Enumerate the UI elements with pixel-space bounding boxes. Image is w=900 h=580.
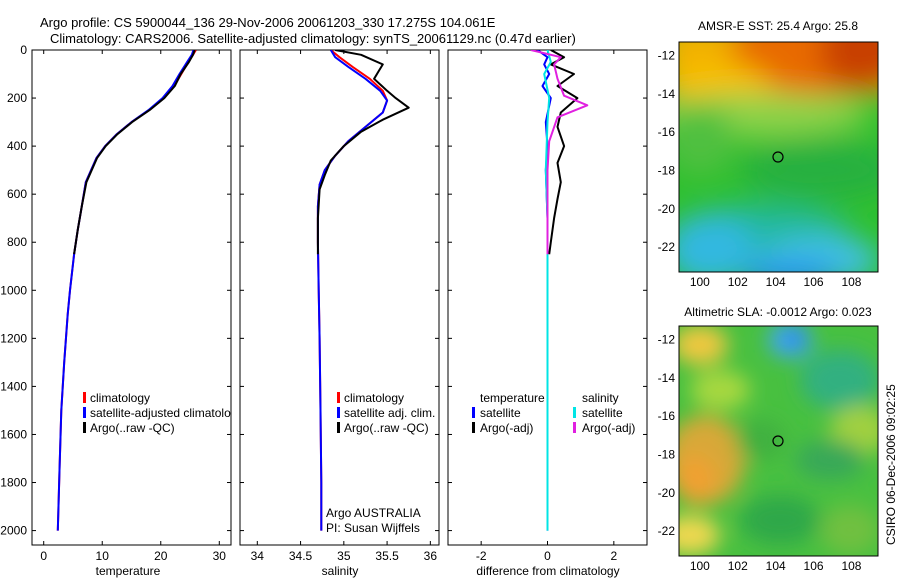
x-tick-label: 2 bbox=[610, 549, 617, 563]
depth-tick-label: 0 bbox=[20, 43, 27, 57]
legend-swatch-climatology bbox=[337, 392, 340, 403]
depth-tick-label: 1600 bbox=[0, 427, 27, 441]
sla-map-frame bbox=[678, 325, 879, 557]
x-tick-label: 34 bbox=[251, 549, 265, 563]
legend-label-satellite-adjusted: satellite-adjusted climatology bbox=[90, 406, 243, 420]
map-x-tick-label: 100 bbox=[690, 559, 710, 573]
x-tick-label: 35.5 bbox=[375, 549, 399, 563]
map-x-tick-label: 100 bbox=[690, 275, 710, 289]
temperature-panel bbox=[31, 49, 232, 546]
temperature-legend: climatology satellite-adjusted climatolo… bbox=[83, 391, 243, 435]
map-y-tick-label: -12 bbox=[658, 48, 676, 62]
difference-line-temperature-argo-adj bbox=[548, 50, 579, 255]
salinity-legend: climatology satellite adj. clim. Argo(..… bbox=[337, 391, 435, 435]
map-x-tick-label: 106 bbox=[804, 275, 824, 289]
figure-title-line1: Argo profile: CS 5900044_136 29-Nov-2006… bbox=[40, 15, 496, 30]
sla-argo-marker bbox=[772, 435, 784, 447]
map-x-tick-label: 102 bbox=[728, 275, 748, 289]
csiro-timestamp: CSIRO 06-Dec-2006 09:02:25 bbox=[884, 384, 898, 545]
legend-label-argo: Argo(..raw -QC) bbox=[344, 421, 429, 435]
legend-heading-salinity: salinity bbox=[582, 391, 619, 405]
x-tick-label: 34.5 bbox=[289, 549, 313, 563]
sst-heatmap bbox=[679, 42, 878, 272]
difference-line-salinity-satellite bbox=[543, 50, 552, 531]
depth-tick-label: 1400 bbox=[0, 379, 27, 393]
figure-title-line2: Climatology: CARS2006. Satellite-adjuste… bbox=[50, 31, 576, 46]
pi-label: PI: Susan Wijffels bbox=[326, 521, 420, 535]
salinity-xlabel: salinity bbox=[322, 564, 359, 578]
legend-label-argo: Argo(..raw -QC) bbox=[90, 421, 175, 435]
sla-heatmap bbox=[679, 326, 878, 556]
sst-map-frame bbox=[678, 41, 879, 273]
map-x-tick-label: 106 bbox=[804, 559, 824, 573]
depth-tick-label: 2000 bbox=[0, 524, 27, 538]
sla-map-title: Altimetric SLA: -0.0012 Argo: 0.023 bbox=[684, 305, 872, 319]
legend-swatch-climatology bbox=[83, 392, 86, 403]
legend-swatch-satellite bbox=[337, 407, 340, 418]
difference-legend: temperature satellite Argo(-adj) salinit… bbox=[472, 391, 635, 435]
difference-line-salinity-argo-adj bbox=[530, 50, 589, 255]
legend-label-climatology: climatology bbox=[90, 391, 150, 405]
map-y-tick-label: -22 bbox=[658, 524, 676, 538]
temperature-xlabel: temperature bbox=[96, 564, 161, 578]
x-tick-label: 36 bbox=[424, 549, 438, 563]
map-y-tick-label: -12 bbox=[658, 332, 676, 346]
map-x-tick-label: 104 bbox=[766, 559, 786, 573]
salinity-series-group bbox=[316, 50, 410, 531]
depth-tick-label: 200 bbox=[7, 91, 27, 105]
legend-swatch-sal-argo bbox=[573, 422, 576, 433]
x-tick-label: 10 bbox=[96, 549, 110, 563]
map-x-tick-label: 102 bbox=[728, 559, 748, 573]
map-x-tick-label: 108 bbox=[841, 559, 861, 573]
map-y-tick-label: -14 bbox=[658, 87, 676, 101]
legend-label-climatology: climatology bbox=[344, 391, 404, 405]
legend-label-sal-argo: Argo(-adj) bbox=[582, 421, 635, 435]
legend-label-satellite: satellite adj. clim. bbox=[344, 406, 435, 420]
depth-tick-label: 1800 bbox=[0, 476, 27, 490]
salinity-line-argo-raw-qc bbox=[316, 50, 410, 255]
map-y-tick-label: -20 bbox=[658, 486, 676, 500]
map-y-tick-label: -14 bbox=[658, 371, 676, 385]
depth-tick-label: 1000 bbox=[0, 283, 27, 297]
depth-tick-label: 1200 bbox=[0, 331, 27, 345]
depth-tick-label: 600 bbox=[7, 187, 27, 201]
x-tick-label: -2 bbox=[476, 549, 487, 563]
legend-label-temp-satellite: satellite bbox=[480, 406, 521, 420]
temperature-series-group bbox=[56, 50, 197, 531]
map-y-tick-label: -18 bbox=[658, 163, 676, 177]
map-y-tick-label: -16 bbox=[658, 409, 676, 423]
legend-swatch-sal-satellite bbox=[573, 407, 576, 418]
legend-swatch-satellite-adjusted bbox=[83, 407, 86, 418]
map-y-tick-label: -20 bbox=[658, 202, 676, 216]
argo-australia-label: Argo AUSTRALIA bbox=[326, 506, 421, 520]
legend-label-temp-argo: Argo(-adj) bbox=[480, 421, 533, 435]
difference-series-group bbox=[530, 50, 589, 531]
map-x-tick-label: 104 bbox=[766, 275, 786, 289]
legend-label-sal-satellite: satellite bbox=[582, 406, 623, 420]
x-tick-label: 0 bbox=[544, 549, 551, 563]
x-tick-label: 20 bbox=[154, 549, 168, 563]
x-tick-label: 0 bbox=[40, 549, 47, 563]
x-tick-label: 35 bbox=[337, 549, 351, 563]
map-y-tick-label: -22 bbox=[658, 240, 676, 254]
sst-map-title: AMSR-E SST: 25.4 Argo: 25.8 bbox=[698, 19, 858, 33]
series-group bbox=[56, 50, 589, 531]
map-y-tick-label: -18 bbox=[658, 447, 676, 461]
temperature-line-argo-raw-qc bbox=[73, 50, 196, 255]
x-tick-label: 30 bbox=[213, 549, 227, 563]
legend-swatch-temp-argo bbox=[472, 422, 475, 433]
legend-swatch-argo bbox=[337, 422, 340, 433]
depth-tick-label: 800 bbox=[7, 235, 27, 249]
difference-xlabel: difference from climatology bbox=[476, 564, 619, 578]
legend-heading-temperature: temperature bbox=[480, 391, 545, 405]
map-x-tick-label: 108 bbox=[841, 275, 861, 289]
salinity-panel bbox=[239, 49, 440, 546]
depth-tick-label: 400 bbox=[7, 139, 27, 153]
legend-swatch-argo bbox=[83, 422, 86, 433]
legend-swatch-temp-satellite bbox=[472, 407, 475, 418]
map-y-tick-label: -16 bbox=[658, 125, 676, 139]
sst-argo-marker bbox=[772, 151, 784, 163]
